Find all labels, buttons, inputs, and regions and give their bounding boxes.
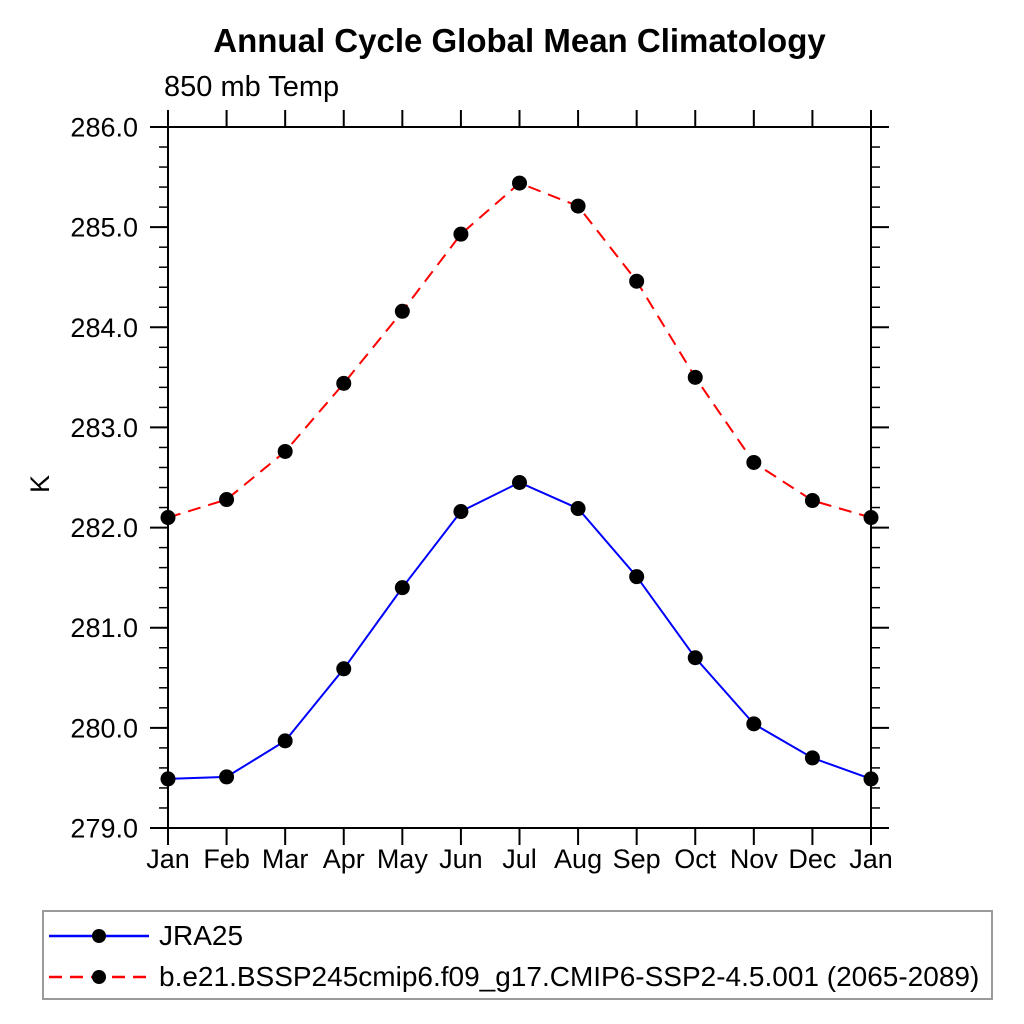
data-point xyxy=(394,580,410,596)
data-point xyxy=(219,769,235,785)
data-point xyxy=(804,750,820,766)
y-tick-label: 282.0 xyxy=(70,513,138,543)
y-tick-label: 284.0 xyxy=(70,313,138,343)
chart-subtitle: 850 mb Temp xyxy=(164,71,340,103)
series-line-0 xyxy=(167,481,872,780)
y-tick-label: 285.0 xyxy=(70,213,138,243)
x-tick-label: Jul xyxy=(502,844,537,874)
series-line-1 xyxy=(167,181,872,519)
x-tick-label: Mar xyxy=(262,844,309,874)
x-tick-label: Nov xyxy=(730,844,779,874)
x-tick-label: Aug xyxy=(554,844,602,874)
data-point xyxy=(687,650,703,666)
legend-marker xyxy=(92,970,106,984)
data-point xyxy=(570,501,586,517)
data-point xyxy=(336,375,352,391)
data-point xyxy=(570,198,586,214)
data-point xyxy=(863,771,879,787)
legend-label: b.e21.BSSP245cmip6.f09_g17.CMIP6-SSP2-4.… xyxy=(159,961,980,992)
y-tick-label: 279.0 xyxy=(70,814,138,844)
data-point xyxy=(687,369,703,385)
data-point xyxy=(863,510,879,526)
data-point xyxy=(453,226,469,242)
x-tick-label: Jan xyxy=(849,844,893,874)
y-tick-label: 286.0 xyxy=(70,113,138,143)
data-point xyxy=(512,475,527,491)
x-tick-label: Apr xyxy=(323,844,365,874)
legend-box: JRA25 b.e21.BSSP245cmip6.f09_g17.CMIP6-SS… xyxy=(42,910,993,1000)
y-tick-label: 283.0 xyxy=(70,413,138,443)
y-tick-label: 280.0 xyxy=(70,713,138,743)
data-point xyxy=(277,443,293,459)
legend-item-1: b.e21.BSSP245cmip6.f09_g17.CMIP6-SSP2-4.… xyxy=(49,960,979,994)
x-tick-label: Jun xyxy=(439,844,483,874)
data-point xyxy=(160,771,176,787)
data-point xyxy=(277,733,293,749)
data-point xyxy=(336,661,352,677)
data-point xyxy=(746,454,762,470)
data-point xyxy=(453,504,469,520)
data-point xyxy=(160,510,176,526)
data-point xyxy=(746,716,762,732)
legend-sample-dashed-line xyxy=(49,970,149,984)
x-tick-label: Oct xyxy=(674,844,717,874)
data-point xyxy=(629,569,645,585)
legend-item-0: JRA25 xyxy=(49,919,243,953)
x-tick-label: Feb xyxy=(203,844,250,874)
data-point xyxy=(512,175,527,191)
x-tick-label: Dec xyxy=(788,844,836,874)
legend-label: JRA25 xyxy=(159,920,244,951)
data-point xyxy=(219,492,235,508)
data-point xyxy=(394,303,410,319)
legend-marker xyxy=(92,929,106,943)
x-tick-label: Sep xyxy=(613,844,661,874)
y-tick-label: 281.0 xyxy=(70,613,138,643)
legend-sample-solid-line xyxy=(49,929,149,943)
x-tick-label: Jan xyxy=(146,844,190,874)
data-point xyxy=(804,493,820,509)
x-tick-label: May xyxy=(377,844,429,874)
data-point xyxy=(629,273,645,289)
chart-title: Annual Cycle Global Mean Climatology xyxy=(213,22,826,59)
